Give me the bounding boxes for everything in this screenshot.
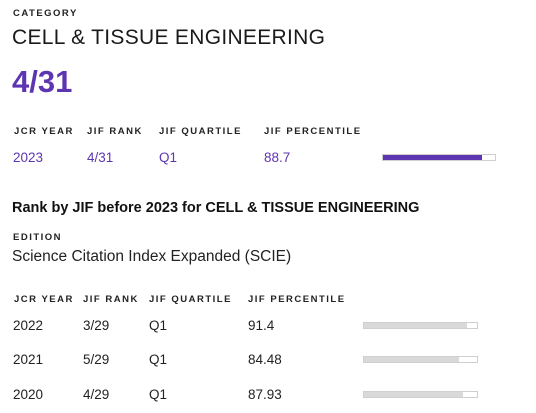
history-quartile: Q1 — [149, 318, 168, 333]
history-percentile-bar — [363, 322, 478, 329]
history-percentile: 91.4 — [248, 318, 275, 333]
category-label: CATEGORY — [13, 8, 78, 19]
history-rank: 4/29 — [83, 387, 110, 402]
history-year: 2021 — [13, 352, 44, 367]
history-percentile-bar-fill — [364, 323, 468, 328]
history-title: Rank by JIF before 2023 for CELL & TISSU… — [12, 200, 420, 216]
history-header-jif-percentile: JIF PERCENTILE — [248, 294, 346, 305]
history-rank: 5/29 — [83, 352, 110, 367]
header-jcr-year: JCR YEAR — [14, 126, 74, 137]
current-quartile[interactable]: Q1 — [159, 150, 178, 165]
history-percentile-bar — [363, 391, 478, 398]
history-header-jcr-year: JCR YEAR — [14, 294, 74, 305]
header-jif-rank: JIF RANK — [87, 126, 143, 137]
history-rank: 3/29 — [83, 318, 110, 333]
category-rank: 4/31 — [12, 64, 73, 99]
history-quartile: Q1 — [149, 387, 168, 402]
current-percentile: 88.7 — [264, 150, 291, 165]
header-jif-quartile: JIF QUARTILE — [159, 126, 242, 137]
history-header-jif-quartile: JIF QUARTILE — [149, 294, 232, 305]
current-rank[interactable]: 4/31 — [87, 150, 114, 165]
current-percentile-bar-fill — [383, 155, 483, 160]
history-percentile-bar-fill — [364, 392, 464, 397]
category-name: CELL & TISSUE ENGINEERING — [12, 26, 326, 49]
history-percentile: 87.93 — [248, 387, 282, 402]
edition-value: Science Citation Index Expanded (SCIE) — [12, 248, 292, 265]
history-quartile: Q1 — [149, 352, 168, 367]
history-year: 2020 — [13, 387, 44, 402]
history-percentile-bar — [363, 356, 478, 363]
history-year: 2022 — [13, 318, 44, 333]
header-jif-percentile: JIF PERCENTILE — [264, 126, 362, 137]
current-percentile-bar — [382, 154, 496, 161]
edition-label: EDITION — [13, 232, 63, 243]
history-percentile-bar-fill — [364, 357, 460, 362]
history-percentile: 84.48 — [248, 352, 282, 367]
history-header-jif-rank: JIF RANK — [83, 294, 139, 305]
current-year[interactable]: 2023 — [13, 150, 44, 165]
